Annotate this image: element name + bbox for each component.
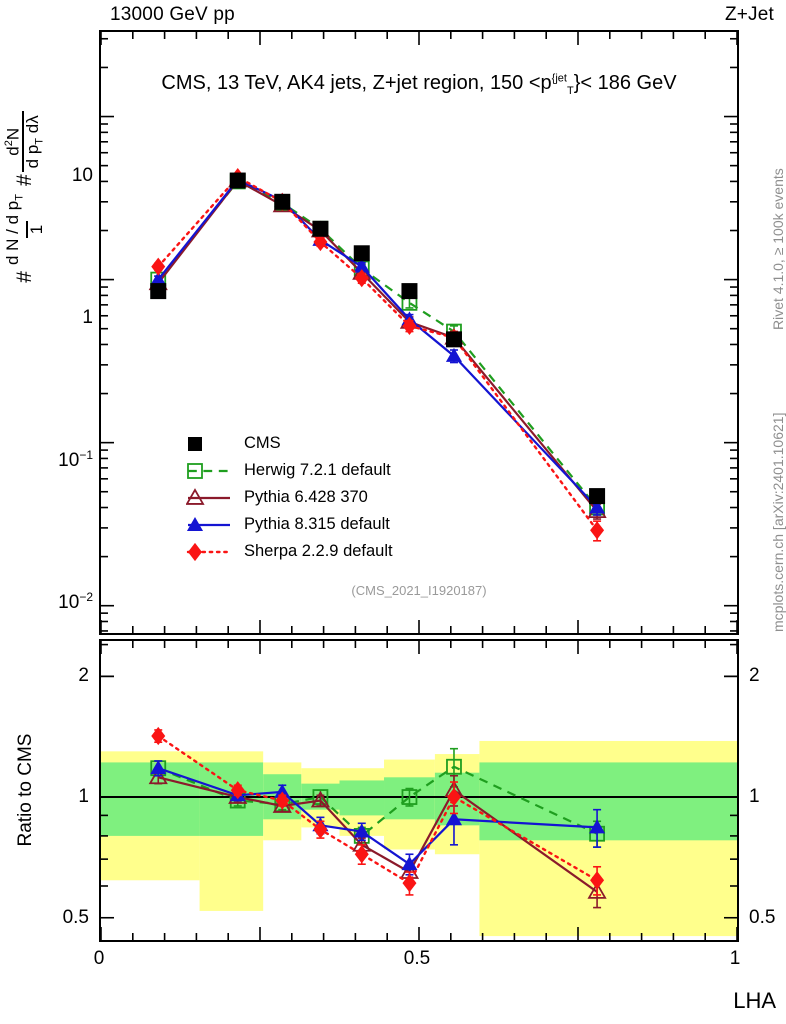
rivet-version-note: Rivet 4.1.0, ≥ 100k events [770,168,786,330]
legend-label: Pythia 6.428 370 [244,488,368,506]
legend-marker-triangle-filled-icon [186,515,234,535]
ratio-y-tick-1: 1 [78,786,89,808]
ratio-y-tick-right-0-5: 0.5 [749,906,776,928]
legend-entry-3[interactable]: Pythia 8.315 default [186,511,393,538]
legend-label: Sherpa 2.2.9 default [244,542,393,560]
x-tick-0: 0 [93,948,105,969]
plot-title: CMS, 13 TeV, AK4 jets, Z+jet region, 150… [161,72,677,97]
y-tick-1: 1 [82,307,93,328]
ratio-y-tick-2: 2 [78,665,89,687]
legend-entry-0[interactable]: CMS [186,430,393,457]
y-tick-10: 10 [71,165,93,186]
x-axis-label: LHA [733,988,776,1013]
legend-entry-4[interactable]: Sherpa 2.2.9 default [186,538,393,565]
mcplots-source-note: mcplots.cern.ch [arXiv:2401.10621] [770,412,786,632]
main-plot-canvas [101,32,737,633]
legend-label: Herwig 7.2.1 default [244,461,391,479]
x-tick-0-5: 0.5 [403,948,431,969]
legend-entry-2[interactable]: Pythia 6.428 370 [185,484,393,511]
ratio-plot-panel [99,639,739,942]
ratio-y-tick-right-2: 2 [749,665,760,687]
process-label: Z+Jet [724,4,774,25]
ratio-y-tick-right-1: 1 [749,786,760,808]
y-tick-1e-2: 10−2 [58,589,93,614]
legend-label: Pythia 8.315 default [244,515,390,533]
legend-marker-square-filled-icon [186,434,234,454]
legend: CMS Herwig 7.2.1 default Pythia 6.428 370 P… [185,430,393,565]
legend-marker-square-open-icon [186,461,234,481]
legend-marker-diamond-filled-icon [186,542,234,562]
x-tick-1: 1 [729,948,741,969]
ratio-plot-canvas [101,641,737,940]
main-y-tick-labels: 10 1 10−1 10−2 [0,0,93,1024]
legend-label: CMS [244,434,281,452]
legend-entry-1[interactable]: Herwig 7.2.1 default [186,457,393,484]
analysis-id-watermark: (CMS_2021_I1920187) [351,583,487,598]
legend-marker-triangle-open-icon [185,487,234,508]
beam-energy-label: 13000 GeV pp [110,4,235,25]
y-tick-1e-1: 10−1 [58,447,93,472]
ratio-y-tick-0-5: 0.5 [62,906,89,928]
main-plot-panel: CMS, 13 TeV, AK4 jets, Z+jet region, 150… [99,30,739,635]
